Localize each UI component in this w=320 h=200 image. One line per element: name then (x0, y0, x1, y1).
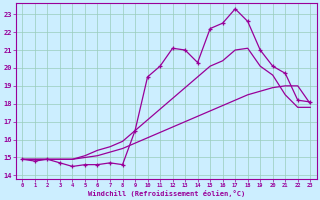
X-axis label: Windchill (Refroidissement éolien,°C): Windchill (Refroidissement éolien,°C) (88, 190, 245, 197)
